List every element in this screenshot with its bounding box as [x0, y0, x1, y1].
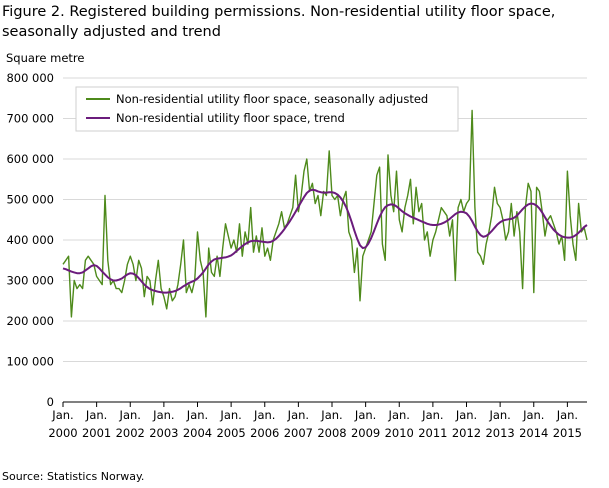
source-note: Source: Statistics Norway.	[2, 470, 145, 483]
x-tick-year-label: 2010	[385, 426, 414, 440]
legend-box	[75, 86, 459, 132]
x-tick-month-label: Jan.	[354, 408, 376, 422]
y-tick-label: 700 000	[6, 112, 54, 126]
y-tick-label: 600 000	[6, 152, 54, 166]
y-axis-unit-label: Square metre	[6, 51, 85, 65]
x-tick-month-label: Jan.	[85, 408, 107, 422]
x-tick-month-label: Jan.	[320, 408, 342, 422]
x-tick-month-label: Jan.	[388, 408, 410, 422]
x-tick-year-label: 2001	[82, 426, 111, 440]
x-tick-year-label: 2011	[418, 426, 447, 440]
legend-label-trend: Non-residential utility floor space, tre…	[116, 111, 345, 125]
x-tick-month-label: Jan.	[421, 408, 443, 422]
x-axis-ticks: Jan. 2000 Jan. 2001 Jan. 2002 Jan. 2003 Jan. 2004…	[48, 402, 582, 440]
y-tick-label: 0	[47, 395, 54, 409]
x-tick-year-label: 2009	[351, 426, 380, 440]
x-tick-year-label: 2012	[452, 426, 481, 440]
x-tick-year-label: 2000	[48, 426, 77, 440]
x-tick-month-label: Jan.	[556, 408, 578, 422]
x-tick-month-label: Jan.	[455, 408, 477, 422]
x-tick-year-label: 2013	[485, 426, 514, 440]
x-tick-year-label: 2002	[116, 426, 145, 440]
x-tick-year-label: 2006	[250, 426, 279, 440]
legend: Non-residential utility floor space, sea…	[75, 86, 459, 132]
series-line-seasonally-adjusted	[62, 109, 588, 318]
x-tick-year-label: 2005	[216, 426, 245, 440]
x-tick-year-label: 2003	[149, 426, 178, 440]
y-tick-label: 100 000	[6, 355, 54, 369]
x-tick-year-label: 2014	[519, 426, 548, 440]
x-tick-year-label: 2004	[183, 426, 212, 440]
y-tick-label: 200 000	[6, 314, 54, 328]
y-tick-label: 300 000	[6, 274, 54, 288]
x-tick-year-label: 2007	[284, 426, 313, 440]
x-tick-month-label: Jan.	[152, 408, 174, 422]
series-lines	[62, 109, 588, 318]
y-tick-label: 800 000	[6, 71, 54, 85]
x-tick-year-label: 2008	[317, 426, 346, 440]
x-tick-month-label: Jan.	[119, 408, 141, 422]
y-tick-label: 500 000	[6, 193, 54, 207]
y-axis-ticks: 0 100 000 200 000 300 000 400 000 500 000 600 …	[6, 71, 54, 409]
series-line-trend	[62, 188, 588, 294]
y-tick-label: 400 000	[6, 233, 54, 247]
x-tick-month-label: Jan.	[488, 408, 510, 422]
x-tick-month-label: Jan.	[287, 408, 309, 422]
chart-title-line-1: Figure 2. Registered building permission…	[2, 4, 556, 20]
x-tick-month-label: Jan.	[253, 408, 275, 422]
chart-title: Figure 2. Registered building permission…	[2, 2, 602, 42]
x-tick-year-label: 2015	[553, 426, 582, 440]
x-tick-month-label: Jan.	[522, 408, 544, 422]
chart-title-line-2: seasonally adjusted and trend	[2, 24, 221, 40]
x-tick-month-label: Jan.	[51, 408, 73, 422]
x-tick-month-label: Jan.	[186, 408, 208, 422]
legend-label-seasonally-adjusted: Non-residential utility floor space, sea…	[116, 92, 428, 106]
x-tick-month-label: Jan.	[219, 408, 241, 422]
